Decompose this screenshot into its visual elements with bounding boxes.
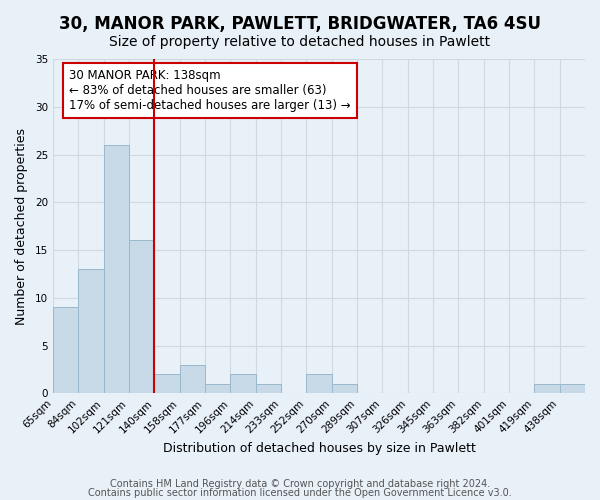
Y-axis label: Number of detached properties: Number of detached properties	[15, 128, 28, 324]
X-axis label: Distribution of detached houses by size in Pawlett: Distribution of detached houses by size …	[163, 442, 475, 455]
Bar	[79, 269, 104, 394]
Bar	[129, 240, 154, 394]
Bar	[535, 384, 560, 394]
Bar	[332, 384, 357, 394]
Bar	[53, 308, 79, 394]
Bar	[230, 374, 256, 394]
Bar	[104, 145, 129, 394]
Bar	[256, 384, 281, 394]
Text: 30, MANOR PARK, PAWLETT, BRIDGWATER, TA6 4SU: 30, MANOR PARK, PAWLETT, BRIDGWATER, TA6…	[59, 15, 541, 33]
Text: 30 MANOR PARK: 138sqm
← 83% of detached houses are smaller (63)
17% of semi-deta: 30 MANOR PARK: 138sqm ← 83% of detached …	[69, 69, 350, 112]
Bar	[307, 374, 332, 394]
Bar	[205, 384, 230, 394]
Text: Contains public sector information licensed under the Open Government Licence v3: Contains public sector information licen…	[88, 488, 512, 498]
Bar	[180, 364, 205, 394]
Text: Size of property relative to detached houses in Pawlett: Size of property relative to detached ho…	[109, 35, 491, 49]
Text: Contains HM Land Registry data © Crown copyright and database right 2024.: Contains HM Land Registry data © Crown c…	[110, 479, 490, 489]
Bar	[154, 374, 180, 394]
Bar	[560, 384, 585, 394]
